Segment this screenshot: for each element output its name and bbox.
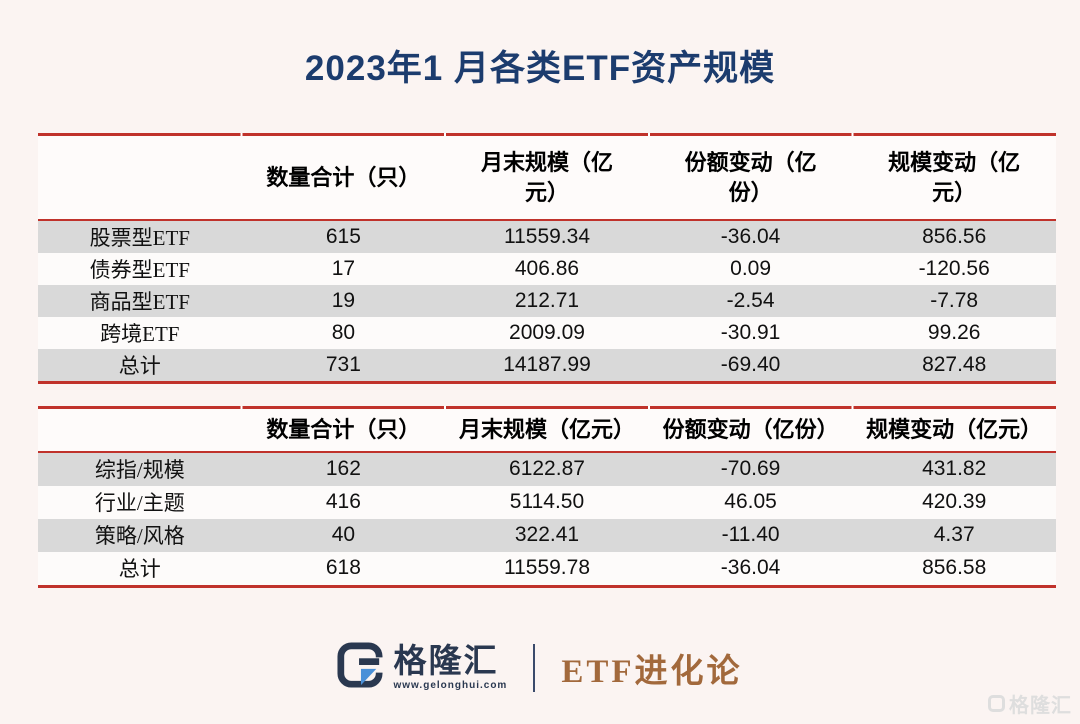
table-row: 综指/规模 162 6122.87 -70.69 431.82	[38, 451, 1056, 486]
table-row: 债券型ETF 17 406.86 0.09 -120.56	[38, 253, 1056, 286]
brand-url: www.gelonghui.com	[393, 680, 508, 691]
row-label: 综指/规模	[94, 458, 185, 483]
cell-scale-change: 99.26	[927, 321, 981, 345]
cell-scale: 2009.09	[509, 321, 585, 345]
table-header-row: 数量合计（只） 月末规模（亿元） 份额变动（亿份） 规模变动（亿元）	[38, 409, 1056, 452]
header-month-end-scale: 月末规模（亿 元）	[480, 150, 613, 205]
table-total-row: 总计 731 14187.99 -69.40 827.48	[38, 349, 1056, 382]
cell-share-change: -30.91	[720, 321, 781, 345]
cell-share-change: -36.04	[720, 225, 781, 249]
cell-share-change: -70.69	[720, 457, 781, 481]
header-share-change: 份额变动（亿份）	[662, 417, 839, 442]
gelonghui-g-icon	[337, 642, 383, 693]
cell-scale-change: -7.78	[930, 289, 979, 313]
row-label: 股票型ETF	[89, 226, 190, 251]
cell-scale: 322.41	[514, 523, 580, 547]
header-count: 数量合计（只）	[266, 417, 421, 442]
header-empty-cell	[38, 409, 242, 452]
table-row: 策略/风格 40 322.41 -11.40 4.37	[38, 518, 1056, 552]
cell-scale-change: -120.56	[918, 257, 990, 281]
cell-share-change: -36.04	[720, 556, 781, 580]
row-label: 总计	[118, 354, 161, 379]
cell-scale: 11559.78	[503, 556, 590, 580]
header-share-change: 份额变动（亿 份）	[684, 150, 817, 205]
table-row: 跨境ETF 80 2009.09 -30.91 99.26	[38, 317, 1056, 350]
table-top-rule	[38, 406, 1056, 409]
row-label: 行业/主题	[94, 491, 185, 516]
watermark-g-icon	[988, 695, 1005, 712]
cell-count: 615	[325, 225, 361, 249]
table-row: 股票型ETF 615 11559.34 -36.04 856.56	[38, 220, 1056, 254]
cell-share-change: -11.40	[721, 523, 780, 547]
corner-watermark: 格隆汇	[988, 689, 1072, 718]
cell-scale: 14187.99	[503, 353, 591, 377]
cell-count: 19	[331, 289, 356, 313]
header-scale-change: 规模变动（亿元）	[866, 417, 1043, 442]
footer-divider	[533, 643, 536, 692]
cell-share-change: -69.40	[720, 353, 781, 377]
cell-scale-change: 827.48	[922, 353, 987, 377]
cell-scale: 11559.34	[503, 225, 590, 249]
cell-scale-change: 856.58	[922, 556, 987, 580]
table-bottom-rule	[38, 584, 1056, 588]
cell-scale: 6122.87	[509, 457, 585, 481]
cell-count: 80	[331, 321, 356, 345]
footer-brand-bar: 格隆汇 www.gelonghui.com ETF进化论	[0, 642, 1080, 693]
cell-count: 162	[325, 457, 361, 481]
header-count: 数量合计（只）	[266, 164, 421, 190]
cell-scale: 406.86	[514, 257, 580, 281]
cell-share-change: 0.09	[730, 257, 772, 281]
row-label: 策略/风格	[94, 524, 185, 549]
row-label: 总计	[118, 557, 161, 582]
cell-scale: 5114.50	[509, 490, 585, 514]
row-label: 商品型ETF	[89, 290, 190, 315]
header-month-end-scale: 月末规模（亿元）	[458, 417, 635, 442]
table-row: 商品型ETF 19 212.71 -2.54 -7.78	[38, 285, 1056, 318]
cell-scale-change: 4.37	[933, 523, 975, 547]
cell-share-change: -2.54	[726, 289, 775, 313]
table-header-row: 数量合计（只） 月末规模（亿 元） 份额变动（亿 份） 规模变动（亿 元）	[38, 136, 1056, 221]
channel-name: ETF进化论	[561, 653, 743, 690]
gelonghui-logo: 格隆汇 www.gelonghui.com	[337, 642, 507, 693]
brand-text-block: 格隆汇 www.gelonghui.com	[393, 644, 507, 691]
cell-count: 731	[325, 353, 361, 377]
table-top-rule	[38, 133, 1056, 136]
cell-scale-change: 420.39	[922, 490, 987, 514]
etf-type-table: 数量合计（只） 月末规模（亿 元） 份额变动（亿 份） 规模变动（亿 元） 股票…	[38, 133, 1056, 385]
cell-count: 416	[325, 490, 361, 514]
page-title: 2023年1 月各类ETF资产规模	[304, 49, 776, 88]
etf-subcategory-table: 数量合计（只） 月末规模（亿元） 份额变动（亿份） 规模变动（亿元） 综指/规模…	[38, 406, 1056, 588]
cell-count: 618	[325, 556, 361, 580]
row-label: 跨境ETF	[100, 322, 180, 347]
row-label: 债券型ETF	[89, 258, 190, 283]
table-total-row: 总计 618 11559.78 -36.04 856.58	[38, 551, 1056, 585]
cell-share-change: 46.05	[724, 490, 777, 514]
header-scale-change: 规模变动（亿 元）	[888, 150, 1021, 205]
cell-scale-change: 856.56	[922, 225, 987, 249]
watermark-text: 格隆汇	[1009, 695, 1072, 717]
cell-count: 40	[331, 523, 356, 547]
header-empty-cell	[38, 136, 242, 220]
cell-scale: 212.71	[514, 289, 580, 313]
cell-count: 17	[331, 257, 356, 281]
table-bottom-rule	[38, 381, 1056, 385]
table-row: 行业/主题 416 5114.50 46.05 420.39	[38, 485, 1056, 519]
cell-scale-change: 431.82	[922, 457, 987, 481]
brand-name: 格隆汇	[393, 642, 499, 679]
